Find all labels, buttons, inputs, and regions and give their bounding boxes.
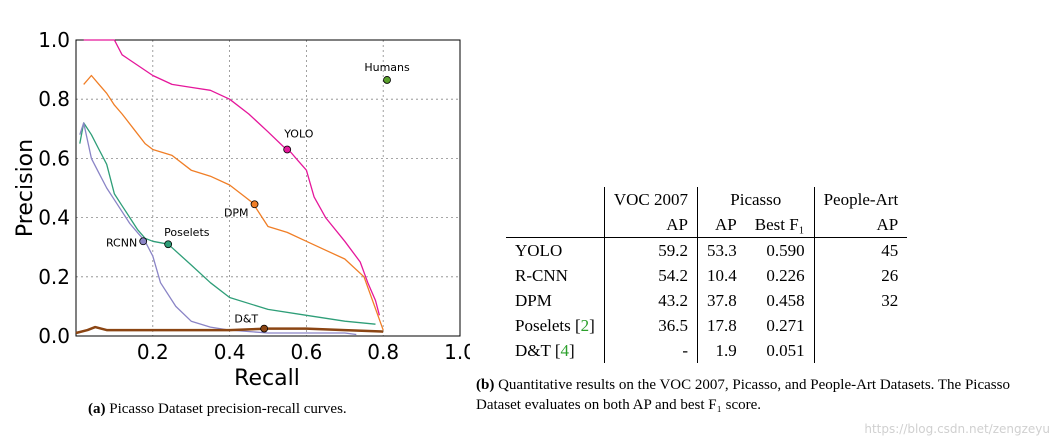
series-line-rcnn (79, 122, 357, 336)
cell-picasso-f1: 0.590 (745, 237, 815, 263)
marker-dpm (250, 200, 259, 209)
subheader-picasso-ap: AP (697, 212, 746, 238)
cell-method: YOLO (506, 237, 605, 263)
header-people-art: People-Art (823, 190, 899, 209)
table-row: R-CNN 54.2 10.4 0.226 26 (506, 263, 907, 288)
x-tick-label: 0.4 (214, 340, 246, 364)
label-yolo: YOLO (283, 128, 314, 141)
cell-picasso-f1: 0.051 (745, 338, 815, 363)
series-line-dt (75, 325, 384, 335)
x-tick-label: 0.8 (367, 340, 399, 364)
cell-picasso-ap: 1.9 (715, 341, 737, 360)
citation-ref[interactable]: [4] (550, 341, 575, 360)
subheader-voc-ap: AP (604, 212, 698, 238)
cell-people-art-ap: 32 (881, 291, 899, 310)
method-name: Poselets (515, 316, 571, 335)
y-axis-label: Precision (13, 139, 38, 237)
marker-yolo (283, 145, 292, 154)
x-tick-label: 0.6 (290, 340, 322, 364)
cell-voc-ap: 36.5 (604, 313, 698, 338)
cell-people-art-ap (814, 338, 907, 363)
method-name: YOLO (515, 241, 563, 260)
method-name: DPM (515, 291, 552, 310)
cell-picasso-f1: 0.226 (745, 263, 815, 288)
cell-people-art-ap: 45 (881, 241, 899, 260)
cell-method: R-CNN (506, 263, 605, 288)
x-tick-label: 0.2 (137, 340, 169, 364)
table-body: YOLO 59.2 53.3 0.590 45 R-CNN 54.2 10.4 0.226 26 D… (506, 237, 907, 363)
marker-dt (260, 324, 269, 333)
x-axis-label: Recall (234, 366, 300, 391)
cell-method: D&T [4] (506, 338, 605, 363)
label-dt: D&T (234, 313, 258, 326)
table-row: D&T [4] -1.9 0.051 (506, 338, 907, 363)
cell-method: Poselets [2] (506, 313, 605, 338)
cell-voc-ap: 43.2 (604, 288, 698, 313)
header-picasso: Picasso (697, 187, 815, 212)
y-tick-label: 0.2 (38, 265, 70, 289)
label-dpm: DPM (224, 206, 249, 219)
caption-b-label: (b) (476, 377, 495, 393)
subheader-people-art-ap: AP (814, 212, 908, 238)
marker-humans (383, 76, 391, 84)
caption-a-text: Picasso Dataset precision-recall curves. (109, 401, 347, 417)
citation-ref[interactable]: [2] (570, 316, 595, 335)
y-tick-label: 0.6 (38, 146, 70, 170)
cell-people-art-ap (814, 313, 907, 338)
x-tick-label: 1.0 (444, 340, 470, 364)
caption-a: (a) Picasso Dataset precision-recall cur… (88, 399, 347, 419)
y-tick-label: 0.4 (38, 206, 70, 230)
header-voc: VOC 2007 (604, 187, 698, 212)
caption-b-text: Quantitative results on the VOC 2007, Pi… (476, 377, 1010, 413)
plot-frame (75, 39, 461, 337)
table-row: YOLO 59.2 53.3 0.590 45 (506, 237, 907, 263)
chart-grid (76, 39, 461, 337)
table-row: DPM 43.2 37.8 0.458 32 (506, 288, 907, 313)
label-humans: Humans (364, 61, 410, 74)
marker-group: YOLO DPM Poselets RCNN D&T Humans (106, 61, 410, 333)
cell-picasso-ap: 53.3 (706, 241, 737, 260)
y-tick-labels: 0.0 0.2 0.4 0.6 0.8 1.0 (38, 28, 70, 348)
subheader-picasso-f1: Best F₁ (745, 212, 815, 238)
cell-picasso-f1: 0.458 (745, 288, 815, 313)
marker-rcnn (139, 237, 148, 246)
results-table: VOC 2007 Picasso People-Art AP AP Best F… (506, 187, 908, 363)
watermark: https://blog.csdn.net/zengzeyu (864, 422, 1050, 436)
method-name: D&T (515, 341, 551, 360)
caption-a-label: (a) (88, 401, 106, 417)
cell-picasso-f1: 0.271 (745, 313, 815, 338)
y-tick-label: 0.8 (38, 87, 70, 111)
cell-picasso-ap: 10.4 (706, 266, 737, 285)
label-poselets: Poselets (164, 226, 210, 239)
cell-voc-ap: 54.2 (604, 263, 698, 288)
cell-picasso-ap: 17.8 (706, 316, 737, 335)
cell-voc-ap: - (604, 338, 698, 363)
x-tick-labels: 0.2 0.4 0.6 0.8 1.0 (137, 340, 470, 364)
y-tick-label: 0.0 (38, 324, 70, 348)
subheader-blank (506, 212, 605, 238)
series-group (75, 39, 384, 336)
marker-poselets (164, 240, 173, 249)
y-tick-label: 1.0 (38, 28, 70, 52)
label-rcnn: RCNN (106, 236, 137, 249)
method-name: R-CNN (515, 266, 568, 285)
cell-picasso-ap: 37.8 (706, 291, 737, 310)
series-line-dpm (83, 74, 384, 331)
table-row: Poselets [2] 36.5 17.8 0.271 (506, 313, 907, 338)
caption-b: (b) Quantitative results on the VOC 2007… (476, 375, 1056, 415)
cell-method: DPM (506, 288, 605, 313)
cell-people-art-ap: 26 (881, 266, 899, 285)
header-blank (506, 187, 605, 212)
series-line-yolo (83, 39, 381, 316)
cell-voc-ap: 59.2 (604, 237, 698, 263)
